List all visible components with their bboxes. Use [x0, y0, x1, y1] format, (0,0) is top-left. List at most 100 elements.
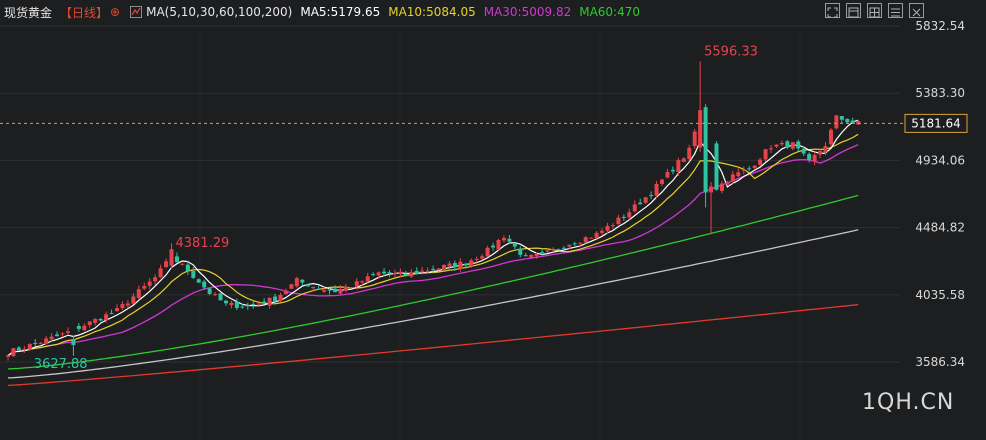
current-price-box	[904, 113, 968, 133]
candle	[572, 241, 577, 246]
candle-body	[496, 240, 501, 250]
period-selector[interactable]: 【日线】	[60, 5, 109, 20]
candle-body	[136, 289, 141, 298]
candle-body	[523, 255, 528, 257]
local-high-label: 4381.29	[176, 236, 230, 251]
ma10-value: MA10:5084.05	[388, 5, 476, 19]
candle-body	[327, 289, 332, 291]
candle	[649, 191, 654, 200]
candle-body	[420, 270, 425, 272]
candle-body	[218, 293, 223, 301]
candle	[104, 311, 109, 323]
candle	[22, 345, 27, 353]
candle	[747, 165, 752, 172]
candle	[398, 268, 403, 278]
candle	[289, 283, 294, 290]
candle	[638, 198, 643, 205]
candle-body	[392, 272, 397, 275]
candle-body	[610, 225, 615, 227]
candle	[567, 244, 572, 250]
candle	[409, 269, 414, 278]
candle	[621, 214, 626, 222]
ma60-value: MA60:470	[579, 5, 640, 19]
indicator-icon[interactable]	[130, 6, 143, 18]
candle-body	[425, 270, 430, 273]
candle-body	[109, 313, 114, 315]
candle-body	[22, 348, 27, 350]
grid-icon[interactable]	[867, 3, 882, 18]
candle-body	[616, 217, 621, 225]
candle-body	[501, 237, 506, 241]
candle-body	[578, 242, 583, 244]
candle	[354, 278, 359, 290]
candle-body	[828, 129, 833, 145]
candle	[196, 278, 201, 283]
candle-body	[316, 288, 321, 290]
candle	[447, 261, 452, 270]
candle	[828, 128, 833, 147]
settings-icon[interactable]	[888, 3, 903, 18]
candle	[605, 222, 610, 235]
candle-body	[202, 281, 207, 288]
candle	[561, 245, 566, 251]
candle-body	[567, 244, 572, 247]
candle	[278, 292, 283, 303]
candle-body	[801, 148, 806, 154]
candle-body	[736, 172, 741, 177]
candle-body	[6, 355, 10, 357]
candle-body	[164, 261, 169, 268]
y-tick-label: 5383.30	[915, 86, 965, 100]
candle-body	[856, 121, 861, 125]
candle	[583, 236, 588, 244]
candle-body	[818, 151, 823, 155]
candle-body	[812, 154, 817, 162]
ma30-line	[7, 144, 859, 357]
candle	[382, 267, 387, 277]
candle-body	[55, 334, 60, 337]
add-symbol-icon[interactable]: ⊕	[110, 5, 121, 19]
candle-body	[38, 342, 43, 344]
candle-body	[507, 238, 512, 242]
candle	[758, 157, 763, 167]
candle-body	[649, 195, 654, 197]
close-icon[interactable]	[909, 3, 924, 18]
high-price-label: 5596.33	[704, 44, 758, 59]
candle	[93, 318, 98, 326]
low-price-label: 3627.88	[34, 357, 88, 372]
candle-body	[349, 287, 354, 289]
candle	[496, 238, 501, 251]
candle	[49, 333, 54, 342]
candle-body	[556, 249, 561, 251]
candle	[218, 293, 223, 301]
candle	[458, 258, 463, 272]
candle-body	[452, 263, 457, 268]
candle-body	[551, 248, 555, 250]
y-tick-label: 4934.06	[915, 153, 965, 167]
panel-icon[interactable]	[846, 3, 861, 18]
candle-body	[730, 174, 735, 182]
candle-body	[27, 343, 32, 350]
candle-body	[267, 297, 272, 306]
candle-body	[447, 263, 452, 267]
candle-body	[294, 278, 299, 287]
candle	[142, 282, 147, 291]
candle-body	[790, 142, 795, 149]
candle-body	[338, 289, 343, 294]
candle-body	[93, 319, 98, 323]
candle	[692, 128, 697, 149]
candle-body	[529, 254, 534, 258]
candle-body	[600, 230, 605, 233]
candle-body	[87, 321, 92, 326]
candle	[507, 234, 512, 245]
ma10-line	[7, 133, 859, 356]
candle-body	[589, 237, 594, 239]
candle-body	[654, 183, 659, 196]
candle-body	[431, 268, 436, 270]
candle-body	[485, 247, 490, 257]
candle-body	[725, 182, 730, 185]
indicator-label[interactable]: MA(5,10,30,60,100,200)	[146, 5, 293, 19]
candle-body	[752, 165, 757, 168]
y-tick-label: 5832.54	[915, 19, 965, 33]
instrument-name[interactable]: 现货黄金	[4, 5, 53, 20]
fullscreen-icon[interactable]	[825, 3, 840, 18]
